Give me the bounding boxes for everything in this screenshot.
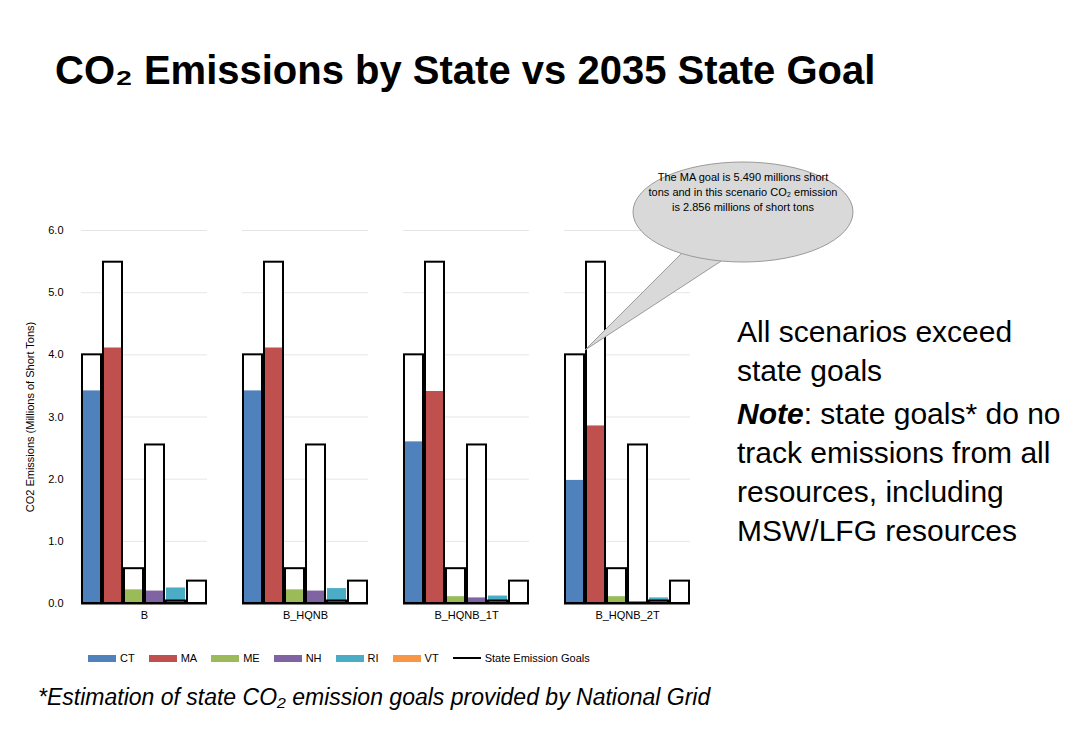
html-text:MA: MA [180,652,198,664]
svg-text:2.0: 2.0 [48,473,63,485]
svg-text:5.0: 5.0 [48,286,63,298]
svg-text:3.0: 3.0 [48,411,63,423]
html-text:Note: state goals* do no track: Note: state goals* do no track emissions… [737,397,1061,547]
html-text:RI: RI [367,652,379,664]
svg-text:0.0: 0.0 [48,597,63,609]
html-text:CT: CT [120,652,135,664]
html-text:VT: VT [424,652,439,664]
html-text:NH: NH [305,652,322,664]
html-text:CO₂ Emissions by State vs 2035: CO₂ Emissions by State vs 2035 State Goa… [55,48,876,92]
svg-text:1.0: 1.0 [48,535,63,547]
svg-text:B_HQNB_1T: B_HQNB_1T [434,609,498,621]
svg-text:6.0: 6.0 [48,224,63,236]
html-text:The MA goal is 5.490 millions: The MA goal is 5.490 millions short tons… [648,171,838,213]
html-text:ME: ME [243,652,260,664]
html-text:All scenarios exceed state goa: All scenarios exceed state goals [737,315,1013,387]
svg-text:4.0: 4.0 [48,348,63,360]
svg-text:CO2 Emissions (Millions of Sho: CO2 Emissions (Millions of Short Tons) [24,322,36,513]
svg-text:B_HQNB_2T: B_HQNB_2T [595,609,659,621]
svg-text:B: B [141,609,148,621]
html-text:State Emission Goals: State Emission Goals [484,652,590,664]
svg-text:B_HQNB: B_HQNB [283,609,328,621]
html-text:*Estimation of state CO₂ emiss: *Estimation of state CO₂ emission goals … [38,684,711,710]
